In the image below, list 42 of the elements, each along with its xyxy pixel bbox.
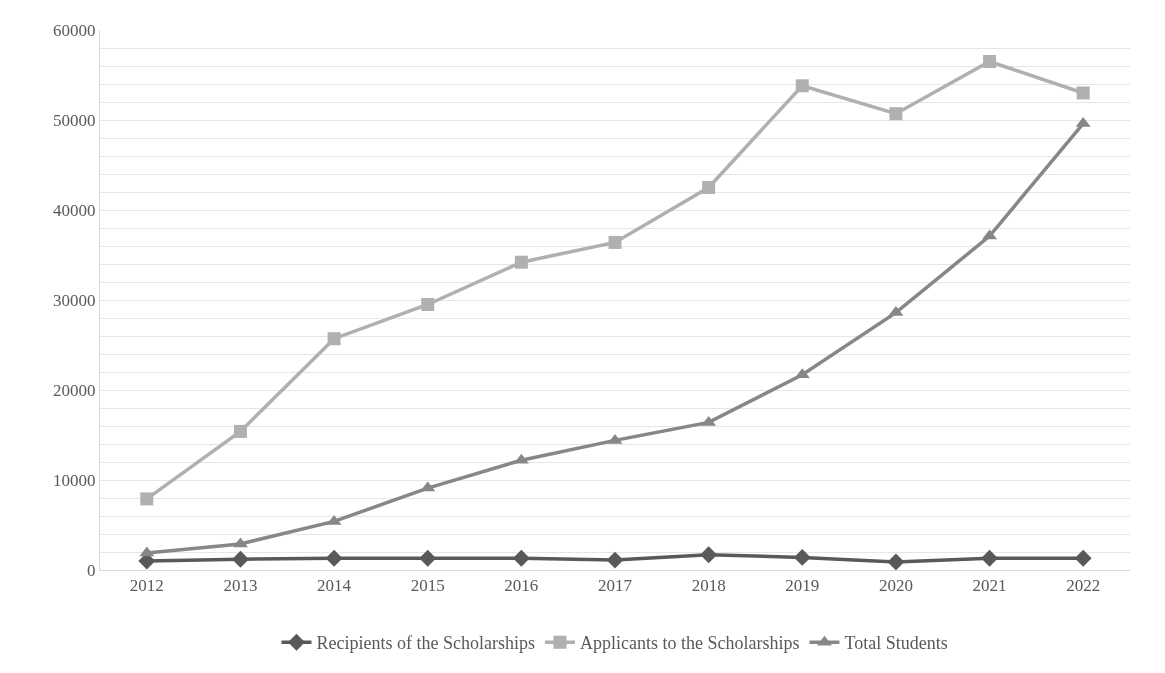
- y-tick-label: 60000: [53, 20, 96, 40]
- x-tick-label: 2019: [785, 576, 820, 596]
- y-tick-label: 10000: [53, 470, 96, 490]
- x-tick-label: 2017: [598, 576, 633, 596]
- point: [421, 298, 435, 311]
- y-tick-label: 40000: [53, 200, 96, 220]
- point: [419, 549, 437, 567]
- y-tick-label: 20000: [53, 380, 96, 400]
- point: [140, 492, 154, 506]
- x-tick-label: 2012: [129, 576, 164, 596]
- x-tick-label: 2016: [504, 576, 539, 596]
- point: [700, 546, 718, 564]
- point: [327, 332, 341, 346]
- point: [889, 107, 903, 121]
- point: [232, 550, 249, 568]
- legend-label: Total Students: [844, 633, 948, 654]
- x-tick-label: 2022: [1066, 576, 1101, 596]
- point: [981, 549, 998, 567]
- x-tick-label: 2021: [972, 576, 1007, 596]
- point: [514, 255, 528, 269]
- point: [702, 181, 716, 194]
- point: [606, 551, 624, 569]
- point: [795, 79, 809, 93]
- point: [887, 553, 905, 570]
- legend-label: Applicants to the Scholarships: [579, 633, 800, 654]
- point: [983, 55, 997, 68]
- point: [512, 549, 530, 567]
- x-tick-label: 2018: [691, 576, 726, 596]
- point: [325, 549, 343, 567]
- y-tick-label: 0: [87, 560, 96, 580]
- point: [233, 424, 247, 438]
- x-tick-label: 2013: [223, 576, 258, 596]
- x-tick-label: 2020: [878, 576, 913, 596]
- point: [1074, 549, 1092, 567]
- y-tick-label: 50000: [53, 110, 96, 130]
- point: [1076, 86, 1090, 100]
- point: [608, 235, 622, 249]
- legend-label: Recipients of the Scholarships: [316, 633, 535, 654]
- point: [793, 548, 811, 566]
- x-tick-label: 2015: [410, 576, 445, 596]
- y-tick-label: 30000: [53, 290, 96, 310]
- x-tick-label: 2014: [317, 576, 352, 596]
